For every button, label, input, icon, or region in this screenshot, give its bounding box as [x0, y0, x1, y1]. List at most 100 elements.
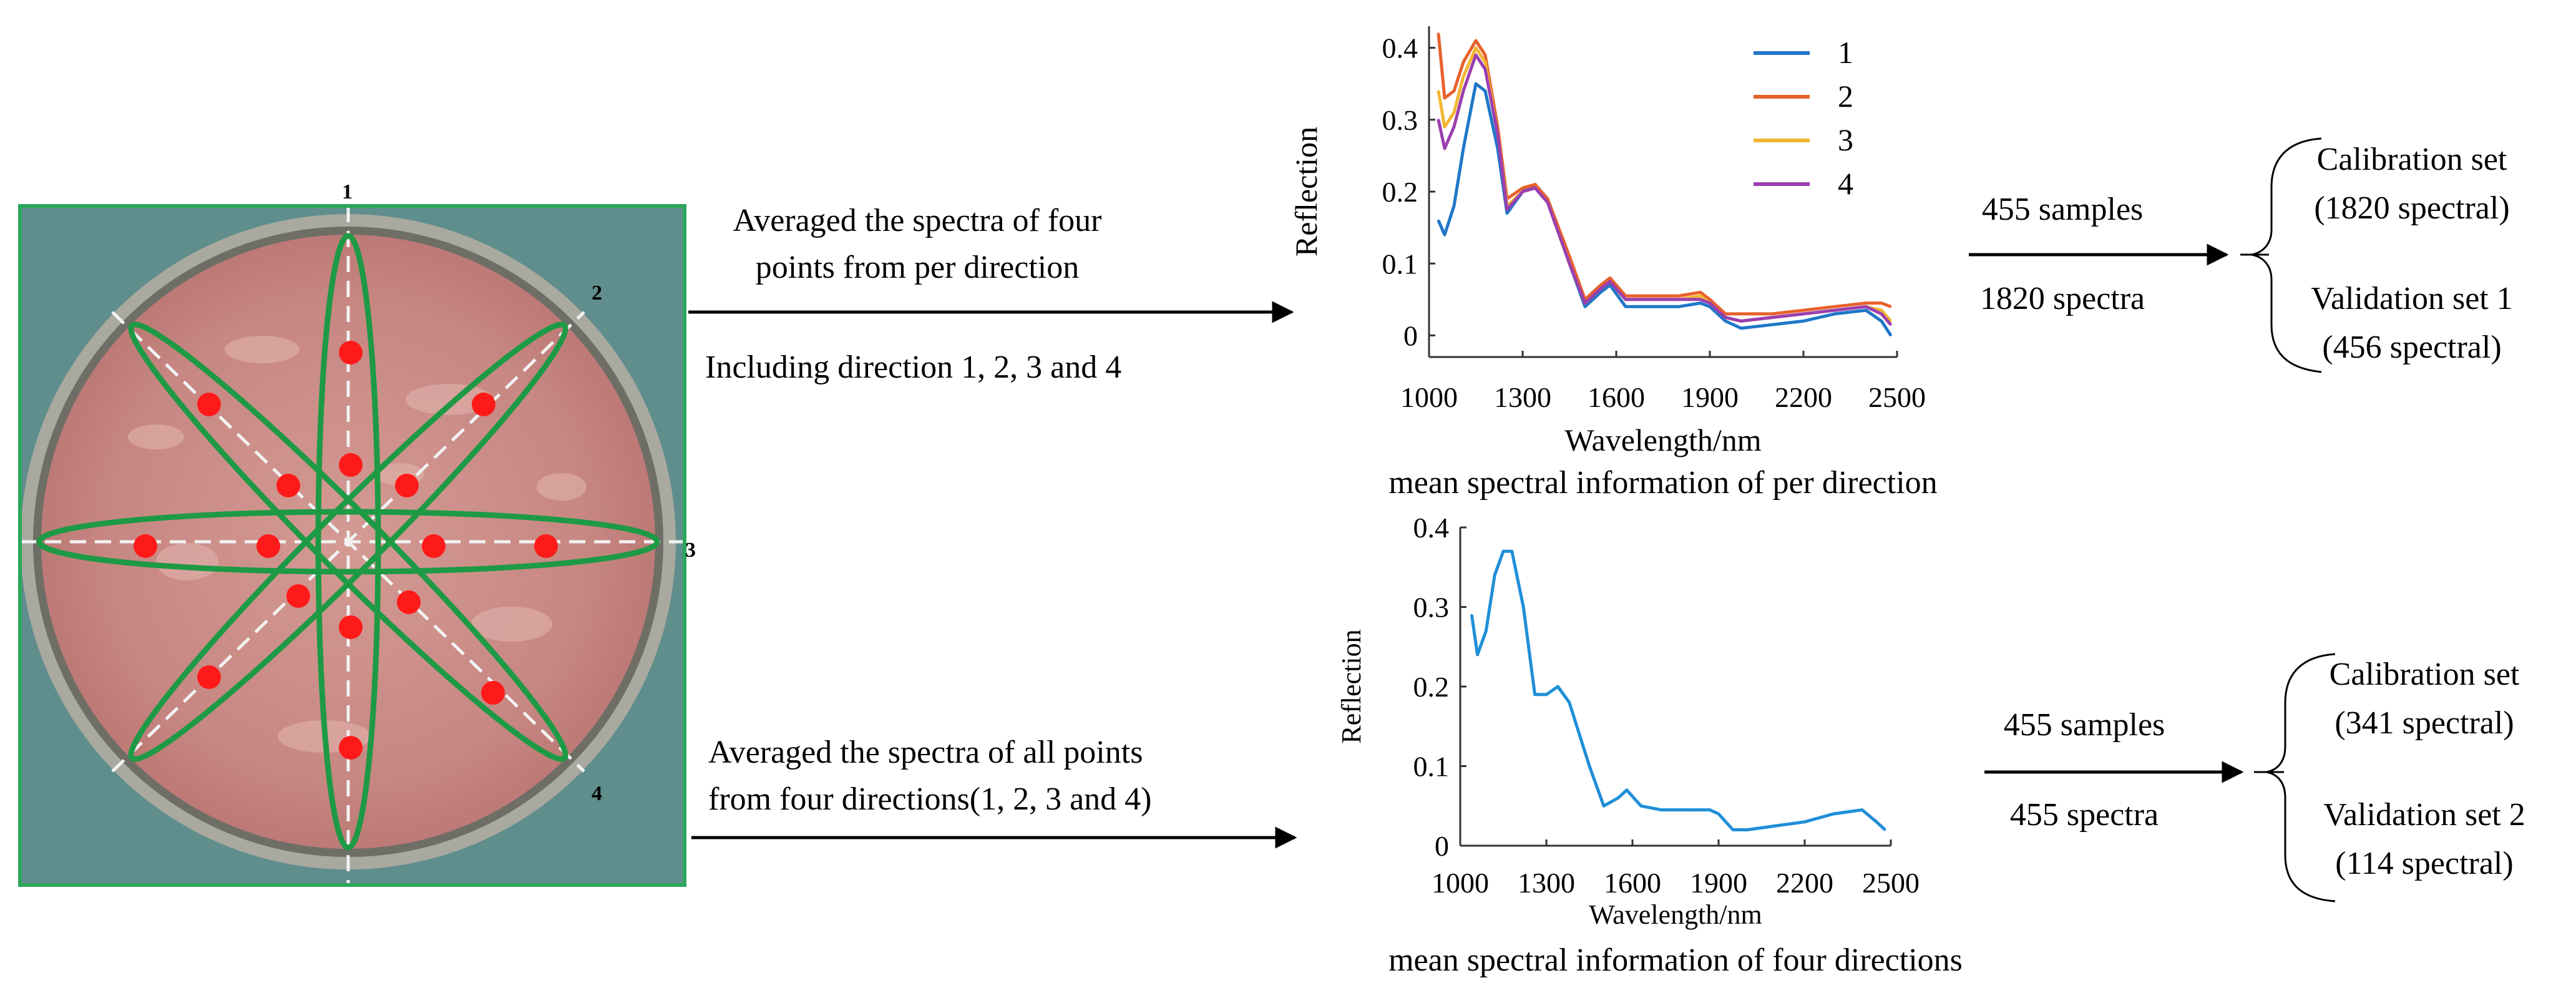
top-validation-count: (456 spectral)	[2322, 330, 2501, 365]
data-point	[1865, 302, 1867, 305]
data-point	[1462, 147, 1465, 150]
data-point	[1833, 313, 1836, 315]
data-point	[1771, 323, 1773, 326]
series-line-4	[1437, 53, 1892, 326]
bottom-split-spectra: 455 spectra	[2010, 797, 2159, 833]
data-point	[1677, 295, 1680, 297]
bottom-split-samples: 455 samples	[2004, 707, 2165, 743]
data-point	[1677, 305, 1680, 308]
data-point	[1709, 305, 1711, 308]
data-point	[1584, 305, 1586, 308]
data-point	[1699, 298, 1702, 301]
y-tick-label: 0.3	[1382, 104, 1418, 136]
data-point	[1740, 320, 1742, 322]
x-tick-label: 1300	[1518, 867, 1575, 899]
data-point	[1437, 32, 1440, 35]
data-point	[1880, 302, 1883, 305]
top-calibration-title: Calibration set	[2317, 142, 2507, 177]
data-point	[1709, 298, 1711, 301]
data-point	[1617, 797, 1619, 799]
chart-caption: mean spectral information of four direct…	[1388, 942, 1963, 978]
data-point	[1475, 47, 1477, 49]
x-tick-label: 2200	[1775, 381, 1832, 413]
ellipse-direction-1	[315, 233, 381, 851]
data-point	[1771, 316, 1773, 319]
data-point	[1771, 313, 1773, 315]
sampling-point	[197, 393, 221, 416]
sampling-point	[481, 681, 505, 705]
series-line-mean	[1470, 549, 1886, 831]
bottom-flow: Averaged the spectra of all points from …	[691, 735, 1297, 849]
data-point	[1732, 829, 1734, 831]
y-tick-label: 0.4	[1382, 32, 1418, 64]
x-tick-label: 1000	[1432, 867, 1489, 899]
data-point	[1740, 313, 1742, 315]
data-point	[1437, 119, 1440, 121]
sampling-point	[397, 590, 421, 614]
data-point	[1506, 212, 1508, 215]
data-point	[1603, 805, 1605, 807]
bottom-flow-line-2: from four directions(1, 2, 3 and 4)	[708, 781, 1151, 817]
data-point	[1599, 284, 1602, 286]
data-point	[1740, 327, 1742, 330]
data-point	[1475, 54, 1477, 56]
data-point	[1462, 76, 1465, 78]
top-split-spectra: 1820 spectra	[1980, 281, 2145, 316]
bottom-split-brace	[2266, 653, 2336, 903]
data-point	[1699, 295, 1702, 297]
chart-per-direction: 1000 1300 1600 1900 2200 2500 0 0.1 0.2 0.3 0.4 Wav…	[1289, 26, 1938, 501]
data-point	[1861, 809, 1863, 811]
ellipse-direction-4	[128, 321, 568, 762]
data-point	[1443, 125, 1446, 128]
data-point	[1599, 291, 1602, 293]
data-point	[1626, 789, 1628, 791]
bottom-split: 455 samples 455 spectra Calibration set …	[1984, 653, 2525, 903]
y-tick-label: 0.2	[1382, 176, 1418, 208]
bottom-calibration-count: (341 spectral)	[2334, 705, 2514, 741]
top-flow-line-3: Including direction 1, 2, 3 and 4	[705, 350, 1121, 385]
data-point	[1484, 90, 1486, 92]
top-calibration-count: (1820 spectral)	[2314, 190, 2509, 226]
data-point	[1556, 685, 1559, 688]
data-point	[1609, 276, 1611, 279]
sampling-point	[339, 453, 363, 477]
y-tick-label: 0.2	[1413, 671, 1450, 703]
data-point	[1534, 183, 1536, 185]
data-point	[1875, 821, 1878, 823]
x-tick-label: 1000	[1400, 381, 1458, 413]
data-point	[1802, 313, 1805, 315]
data-point	[1803, 821, 1806, 823]
data-point	[1568, 702, 1571, 703]
data-point	[1880, 309, 1883, 311]
direction-label-4: 4	[592, 782, 602, 805]
data-point	[1689, 809, 1691, 811]
data-point	[1453, 90, 1455, 92]
direction-line-4	[111, 311, 585, 773]
x-tick-label: 2500	[1862, 867, 1920, 899]
data-point	[1546, 198, 1549, 200]
data-point	[1884, 829, 1886, 831]
sampling-point	[339, 736, 363, 760]
data-point	[1709, 809, 1711, 811]
data-point	[1717, 813, 1720, 815]
top-flow-line-1: Averaged the spectra of four	[733, 203, 1102, 238]
data-point	[1833, 309, 1836, 311]
data-point	[1568, 262, 1571, 265]
sampling-point	[286, 584, 310, 608]
y-tick-label: 0	[1435, 830, 1449, 862]
direction-label-3: 3	[685, 539, 696, 562]
data-point	[1485, 630, 1487, 632]
top-split-brace	[2251, 137, 2322, 373]
x-tick-label: 2200	[1776, 867, 1833, 899]
x-tick-label: 1900	[1681, 381, 1739, 413]
legend-label: 1	[1838, 35, 1853, 70]
series-line-1	[1437, 82, 1893, 336]
direction-label-1: 1	[342, 180, 353, 203]
direction-label-2: 2	[592, 281, 602, 305]
data-point	[1646, 305, 1649, 308]
data-point	[1462, 90, 1465, 92]
legend-label: 4	[1838, 166, 1853, 201]
ellipse-direction-2	[128, 321, 568, 762]
sampling-point	[339, 615, 363, 639]
data-point	[1709, 302, 1711, 305]
